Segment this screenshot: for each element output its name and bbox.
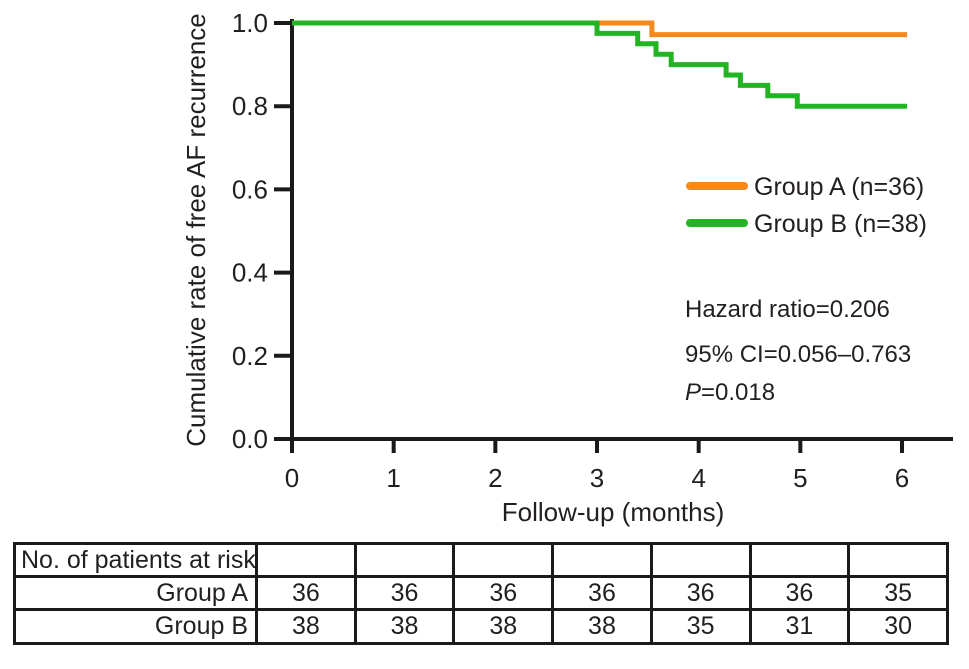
- risk-table-value: 38: [452, 608, 555, 645]
- table-row: No. of patients at risk: [13, 542, 949, 578]
- risk-table-value: 30: [847, 608, 949, 645]
- patients-at-risk-table: No. of patients at risk Group A 36 36 36 36 36…: [13, 542, 949, 645]
- risk-table-group-label: Group B: [13, 608, 258, 645]
- x-axis-ticks: 0 1 2 3 4 5 6: [285, 439, 909, 493]
- p-value-symbol: P: [685, 379, 701, 406]
- risk-table-value: 31: [748, 608, 851, 645]
- x-tick-label: 4: [691, 463, 705, 493]
- hazard-ratio-text: Hazard ratio=0.206: [685, 296, 890, 323]
- x-tick-label: 0: [285, 463, 299, 493]
- table-row: Group B 38 38 38 38 35 31 30: [13, 608, 949, 645]
- survival-curves: [292, 20, 908, 109]
- risk-table-empty-cell: [748, 542, 851, 578]
- risk-table-value: 36: [452, 575, 555, 611]
- risk-table-value: 35: [847, 575, 949, 611]
- risk-table-header-cell: No. of patients at risk: [13, 542, 258, 578]
- risk-table-value: 38: [353, 608, 456, 645]
- curve-b: [292, 20, 908, 109]
- risk-table-value: 38: [255, 608, 357, 645]
- x-tick-label: 2: [488, 463, 502, 493]
- y-tick-label: 0.0: [232, 424, 268, 454]
- y-tick-label: 1.0: [232, 8, 268, 38]
- legend-label: Group B (n=38): [754, 210, 927, 238]
- table-row: Group A 36 36 36 36 36 36 35: [13, 575, 949, 611]
- risk-table-value: 36: [255, 575, 357, 611]
- risk-table-value: 36: [649, 575, 752, 611]
- x-tick-label: 5: [793, 463, 807, 493]
- y-tick-label: 0.2: [232, 341, 268, 371]
- risk-table-empty-cell: [452, 542, 555, 578]
- y-axis-ticks: 0.0 0.2 0.4 0.6 0.8 1.0: [232, 8, 292, 454]
- x-tick-label: 1: [386, 463, 400, 493]
- risk-table-group-label: Group A: [13, 575, 258, 611]
- x-tick-label: 6: [895, 463, 909, 493]
- risk-table-value: 38: [551, 608, 653, 645]
- legend: Group A (n=36) Group B (n=38): [686, 173, 927, 238]
- confidence-interval-text: 95% CI=0.056–0.763: [685, 341, 911, 368]
- km-chart: 0.0 0.2 0.4 0.6 0.8 1.0 0 1 2 3 4 5 6 Cumulative ra…: [181, 8, 953, 527]
- p-value-number: =0.018: [701, 379, 775, 406]
- risk-table-empty-cell: [649, 542, 752, 578]
- risk-table-value: 35: [649, 608, 752, 645]
- y-tick-label: 0.4: [232, 258, 268, 288]
- y-tick-label: 0.6: [232, 174, 268, 204]
- risk-table-empty-cell: [255, 542, 357, 578]
- x-tick-label: 3: [590, 463, 604, 493]
- y-tick-label: 0.8: [232, 91, 268, 121]
- risk-table-empty-cell: [353, 542, 456, 578]
- risk-table-empty-cell: [551, 542, 653, 578]
- risk-table-value: 36: [748, 575, 851, 611]
- risk-table-value: 36: [353, 575, 456, 611]
- x-axis-title: Follow-up (months): [502, 497, 725, 527]
- risk-table-value: 36: [551, 575, 653, 611]
- legend-label: Group A (n=36): [754, 173, 924, 201]
- risk-table-empty-cell: [847, 542, 949, 578]
- y-axis-title: Cumulative rate of free AF recurrence: [181, 13, 211, 447]
- p-value-text: P=0.018: [685, 379, 775, 406]
